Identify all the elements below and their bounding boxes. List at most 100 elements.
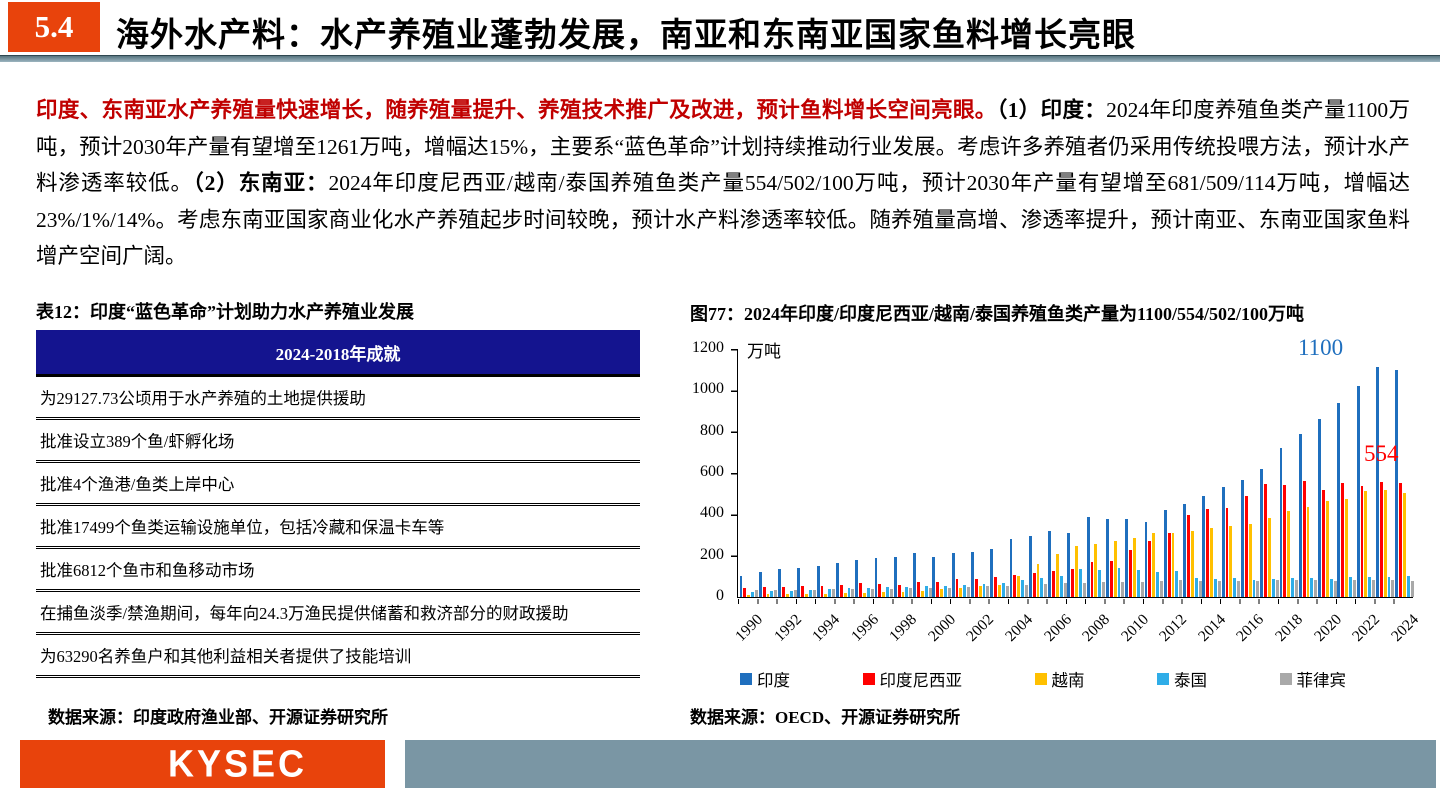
legend-swatch-icon — [862, 673, 875, 685]
table-row: 批准6812个鱼市和鱼移动市场 — [36, 549, 640, 592]
bar — [1202, 496, 1206, 597]
bar — [1283, 485, 1287, 597]
x-axis-tick-label: 2024 — [1387, 611, 1422, 645]
bar — [959, 587, 963, 597]
bar — [1267, 518, 1271, 597]
table-row: 批准4个渔港/鱼类上岸中心 — [36, 463, 640, 506]
bar — [758, 572, 762, 597]
bar — [1055, 553, 1059, 597]
bar — [1028, 535, 1032, 597]
bar — [1279, 447, 1283, 597]
bar — [1152, 533, 1156, 597]
bar — [994, 577, 997, 597]
bar — [1194, 578, 1198, 597]
bar — [901, 591, 905, 597]
bar — [835, 562, 839, 597]
section-number-badge: 5.4 — [8, 2, 100, 52]
bar — [1082, 582, 1086, 597]
x-axis-tick-label: 2000 — [924, 611, 959, 645]
bar — [1368, 577, 1372, 597]
kysec-logo-text: KYSEC — [167, 741, 308, 785]
bar — [839, 585, 843, 597]
x-axis-tick-label: 2006 — [1040, 611, 1075, 645]
bar — [974, 578, 978, 597]
intro-paragraph: 印度、东南亚水产养殖量快速增长，随养殖量提升、养殖技术推广及改进，预计鱼料增长空… — [36, 92, 1410, 275]
bar — [1310, 578, 1314, 597]
bar — [944, 585, 947, 597]
bar — [789, 590, 793, 597]
bar — [1140, 581, 1144, 597]
bar — [951, 553, 955, 597]
bar-group — [932, 349, 951, 597]
bar — [1264, 483, 1267, 597]
bar — [1237, 580, 1241, 597]
bar — [801, 585, 805, 597]
data-label: 554 — [1364, 441, 1399, 466]
bar — [890, 588, 893, 597]
y-axis-tick-label: 600 — [700, 463, 724, 480]
bar — [1190, 530, 1194, 597]
bar — [843, 593, 847, 597]
bar — [1210, 527, 1214, 597]
legend-label: 菲律宾 — [1296, 671, 1347, 690]
bar — [762, 587, 766, 597]
bar — [1318, 418, 1321, 597]
bar — [1379, 482, 1383, 597]
legend-item: 印度 — [740, 667, 790, 691]
chart-plot: 1100 554 — [731, 335, 1414, 604]
bar-group — [1086, 349, 1106, 597]
bar — [785, 594, 789, 597]
bar — [932, 556, 936, 597]
bar — [920, 591, 924, 597]
bar-group — [1144, 349, 1164, 597]
bar — [816, 565, 820, 597]
bar — [751, 591, 755, 597]
bar-group — [778, 349, 797, 597]
bar — [1410, 580, 1414, 597]
x-axis-tick-label: 2014 — [1194, 611, 1229, 645]
bar — [1113, 541, 1117, 597]
bar-group — [1028, 349, 1048, 597]
bar — [1275, 580, 1279, 597]
bar — [1356, 385, 1360, 597]
bar — [778, 569, 781, 597]
intro-highlight: 印度、东南亚水产养殖量快速增长，随养殖量提升、养殖技术推广及改进，预计鱼料增长空… — [36, 98, 997, 122]
bar-group — [1105, 349, 1125, 597]
bar — [874, 557, 878, 597]
bar-group — [1048, 349, 1067, 597]
bar-group — [951, 349, 971, 597]
y-axis-tick-label: 200 — [700, 545, 724, 563]
table-row: 在捕鱼淡季/禁渔期间，每年向24.3万渔民提供储蓄和救济部分的财政援助 — [36, 592, 640, 635]
bar — [955, 579, 959, 597]
bar — [870, 588, 874, 597]
bar — [847, 588, 851, 597]
bar — [1009, 539, 1013, 597]
bar — [1109, 561, 1113, 597]
bar — [774, 589, 778, 597]
bar — [859, 582, 862, 597]
bar — [781, 586, 785, 597]
bar — [747, 594, 751, 597]
bar — [1051, 570, 1055, 597]
bar — [916, 582, 920, 597]
bar — [1132, 538, 1136, 597]
bar — [755, 590, 758, 597]
bar — [1048, 531, 1051, 597]
data-label: 1100 — [1298, 335, 1344, 360]
bar — [1221, 486, 1225, 597]
bar-group — [1009, 349, 1029, 597]
bar-group — [1260, 349, 1279, 597]
legend-label: 印度 — [757, 671, 790, 690]
bar — [936, 581, 940, 597]
chart-x-axis-labels: 1990 1992 1994 1996 1998 2000 2002 2004 2006 2008… — [732, 603, 1422, 663]
bar — [770, 591, 774, 597]
bar — [947, 587, 951, 597]
chart-unit-label: 万吨 — [747, 342, 781, 361]
chart-legend: 印度 印度尼西亚 越南 泰国 菲律宾 — [740, 667, 1346, 691]
bar — [1156, 572, 1160, 597]
legend-label: 越南 — [1051, 671, 1085, 690]
page-title: 海外水产料：水产养殖业蓬勃发展，南亚和东南亚国家鱼料增长亮眼 — [116, 18, 1136, 54]
bar — [1260, 468, 1264, 597]
bar — [1183, 504, 1186, 597]
bar — [1179, 580, 1183, 597]
